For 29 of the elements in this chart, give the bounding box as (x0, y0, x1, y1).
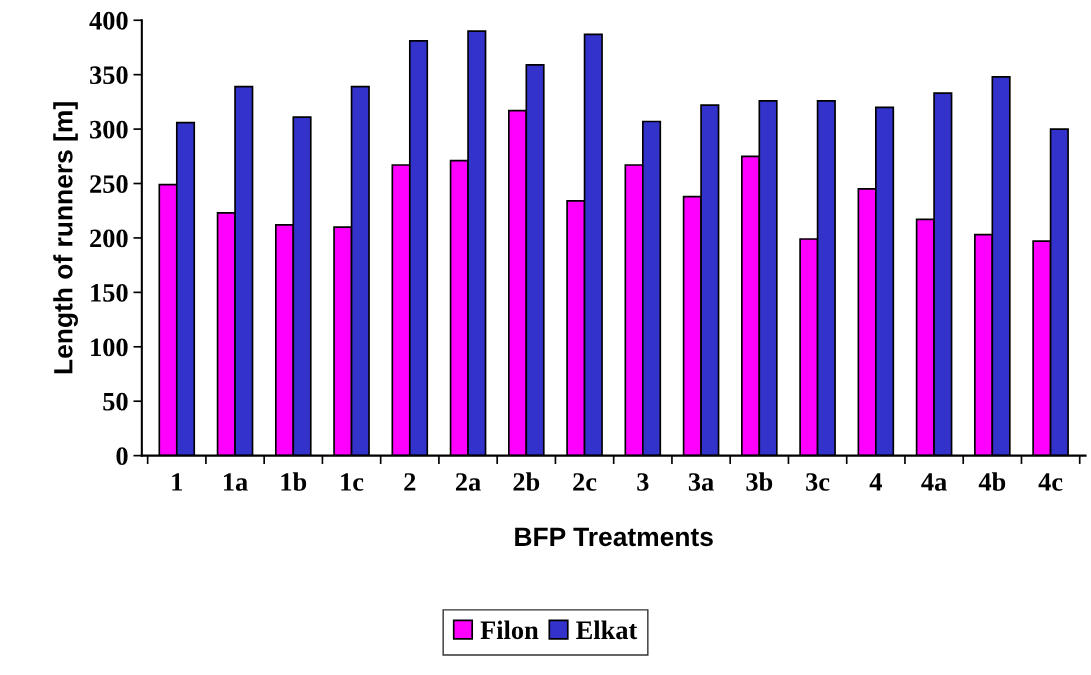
x-tick-label: 2c (573, 473, 597, 491)
y-tick-label: 250 (90, 175, 128, 193)
y-tick-label: 200 (90, 229, 128, 248)
y-tick-label: 50 (103, 392, 128, 411)
legend-label: Filon (480, 620, 539, 640)
x-tick-label: 4b (978, 472, 1006, 491)
x-tick-label: 4c (1038, 473, 1063, 491)
legend-label: Elkat (576, 620, 638, 640)
y-tick-label: 150 (91, 283, 128, 302)
x-tick-label: 2 (404, 473, 416, 491)
x-tick-label: 3b (746, 472, 773, 491)
x-tick-label: 1 (172, 473, 183, 491)
x-tick-label: 3 (637, 473, 649, 491)
y-tick-label: 0 (116, 447, 128, 466)
y-axis-title: Length of runners [m] (53, 102, 78, 374)
x-tick-label: 1b (281, 472, 307, 491)
x-tick-label: 3a (688, 473, 714, 491)
x-tick-label: 1c (341, 473, 364, 491)
x-tick-label: 2b (513, 472, 540, 491)
x-tick-label: 2a (455, 473, 481, 491)
x-tick-label: 4 (869, 473, 882, 491)
x-tick-label: 1a (223, 473, 248, 491)
y-tick-label: 300 (90, 120, 128, 139)
x-tick-label: 3c (806, 473, 830, 491)
y-tick-label: 100 (91, 338, 128, 357)
x-tick-label: 4a (921, 473, 947, 491)
y-tick-label: 350 (90, 66, 128, 85)
x-axis-title: BFP Treatments (515, 527, 713, 547)
y-tick-label: 400 (89, 11, 128, 30)
